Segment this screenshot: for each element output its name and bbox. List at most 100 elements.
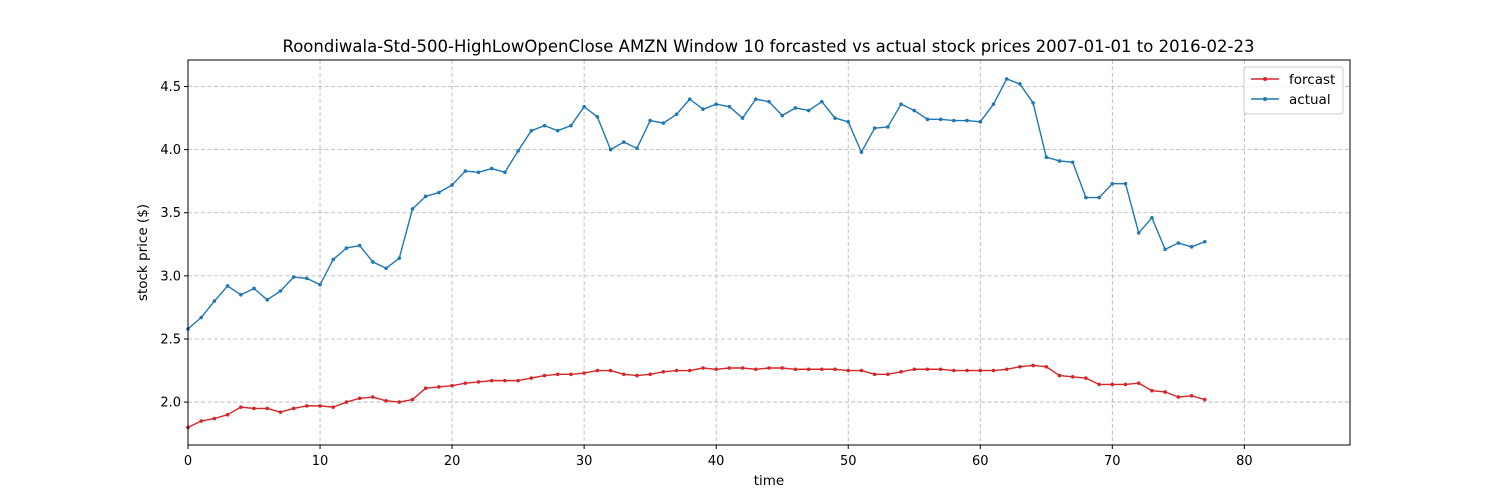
data-point-forcast: [516, 378, 520, 383]
data-point-actual: [965, 118, 969, 123]
data-point-actual: [555, 128, 560, 133]
axis-ticks: 0 10 20 30 40 50 60 70 80 2.0 2.5 3.0 3.5 4.0 4.5: [160, 80, 1252, 469]
data-point-actual: [674, 112, 679, 117]
data-point-forcast: [463, 381, 468, 385]
data-point-actual: [542, 123, 547, 128]
data-point-actual: [846, 120, 851, 124]
data-point-actual: [489, 166, 494, 171]
data-point-forcast: [872, 372, 877, 377]
data-point-actual: [1031, 101, 1035, 105]
data-point-forcast: [859, 368, 864, 373]
data-point-forcast: [1044, 364, 1049, 369]
data-point-actual: [344, 246, 349, 250]
data-point-actual: [450, 183, 454, 187]
data-point-forcast: [582, 371, 586, 375]
data-point-forcast: [595, 368, 600, 373]
data-point-forcast: [1057, 373, 1062, 378]
data-point-actual: [661, 121, 666, 125]
data-point-forcast: [701, 366, 705, 370]
data-point-actual: [331, 257, 336, 262]
data-point-actual: [225, 284, 230, 288]
data-point-actual: [886, 125, 890, 129]
data-point-actual: [1018, 82, 1022, 86]
plot-area: [188, 60, 1350, 445]
series-layer: [186, 77, 1207, 430]
data-point-forcast: [278, 410, 283, 414]
data-point-actual: [1150, 215, 1154, 220]
data-point-forcast: [437, 385, 441, 389]
data-point-forcast: [1110, 382, 1115, 387]
data-point-forcast: [886, 372, 890, 377]
data-point-forcast: [331, 405, 336, 409]
data-point-forcast: [635, 373, 639, 378]
data-point-actual: [608, 147, 613, 152]
data-point-forcast: [965, 368, 969, 373]
data-point-forcast: [740, 366, 745, 370]
x-tick-label: 80: [1236, 454, 1253, 469]
data-point-actual: [437, 190, 441, 195]
data-point-actual: [872, 126, 877, 130]
data-point-actual: [925, 117, 930, 122]
data-point-forcast: [384, 399, 388, 403]
data-point-forcast: [846, 368, 851, 373]
data-point-actual: [912, 108, 917, 113]
data-point-actual: [701, 107, 705, 112]
data-point-forcast: [833, 367, 837, 372]
data-point-actual: [991, 102, 996, 106]
data-point-actual: [397, 256, 402, 260]
data-point-forcast: [820, 367, 824, 372]
data-point-forcast: [357, 396, 362, 401]
data-point-forcast: [1176, 395, 1181, 399]
data-point-forcast: [476, 380, 481, 384]
x-tick-label: 10: [312, 454, 329, 469]
data-point-actual: [833, 116, 837, 120]
data-point-forcast: [1018, 364, 1022, 369]
data-point-forcast: [899, 369, 903, 374]
data-point-forcast: [397, 400, 402, 404]
data-point-actual: [252, 286, 256, 291]
data-point-forcast: [225, 412, 230, 417]
data-point-forcast: [1084, 376, 1088, 380]
data-point-forcast: [621, 372, 626, 377]
data-point-actual: [1110, 181, 1115, 186]
data-point-actual: [621, 140, 626, 144]
legend-label-actual: actual: [1289, 92, 1331, 108]
data-point-forcast: [542, 373, 547, 378]
data-point-actual: [978, 120, 983, 124]
data-point-actual: [1189, 245, 1194, 249]
legend-marker-actual: [1263, 97, 1267, 101]
data-point-forcast: [305, 404, 309, 408]
x-tick-label: 40: [708, 454, 725, 469]
series-line-forcast: [187, 364, 1205, 428]
data-point-forcast: [978, 368, 983, 373]
data-point-actual: [1044, 155, 1049, 159]
data-point-forcast: [780, 366, 784, 370]
data-point-actual: [1123, 181, 1128, 186]
data-point-actual: [687, 97, 692, 101]
data-point-forcast: [291, 406, 296, 411]
data-point-actual: [714, 102, 718, 106]
data-point-actual: [820, 99, 824, 104]
data-point-actual: [1202, 239, 1207, 244]
series-line-actual: [187, 78, 1206, 330]
data-point-forcast: [503, 378, 507, 383]
data-point-forcast: [1150, 388, 1154, 393]
data-point-actual: [740, 116, 745, 120]
data-point-actual: [635, 146, 639, 151]
data-point-actual: [529, 128, 534, 133]
data-point-forcast: [423, 386, 428, 391]
x-tick-label: 70: [1104, 454, 1121, 469]
data-point-forcast: [608, 368, 613, 373]
data-point-forcast: [767, 366, 771, 370]
data-point-actual: [357, 243, 362, 248]
data-point-actual: [384, 266, 388, 271]
data-point-actual: [212, 299, 217, 303]
data-point-actual: [1084, 195, 1088, 200]
data-point-actual: [648, 118, 652, 123]
data-point-actual: [754, 97, 758, 101]
data-point-forcast: [1031, 363, 1035, 368]
data-point-actual: [1176, 241, 1181, 245]
data-point-actual: [265, 298, 270, 302]
data-point-actual: [463, 169, 468, 173]
